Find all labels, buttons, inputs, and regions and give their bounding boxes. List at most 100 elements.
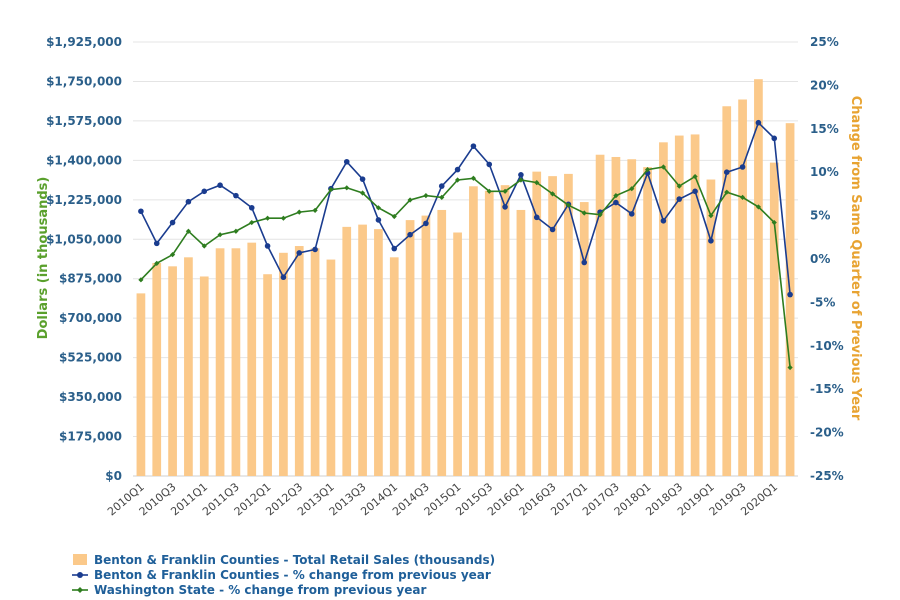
wa-change-point (328, 186, 334, 193)
left-tick-label: $875,000 (59, 272, 122, 286)
wa-change-point (613, 193, 619, 199)
legend-item-wa-change: Washington State - % change from previou… (72, 582, 495, 597)
retail-sales-bar (532, 171, 542, 477)
bf-change-point (438, 183, 445, 189)
retail-sales-bar (674, 135, 684, 476)
bf-change-point (628, 211, 635, 217)
right-tick-label: -20% (810, 426, 844, 440)
retail-sales-bar (722, 106, 732, 476)
wa-change-point (138, 277, 144, 283)
right-axis-title: Change from Same Quarter of Previous Yea… (848, 96, 863, 421)
wa-change-point (565, 202, 572, 208)
retail-sales-bar (231, 248, 241, 476)
bf-change-point (723, 169, 730, 175)
retail-sales-bar (548, 176, 557, 477)
bf-change-point (264, 243, 271, 249)
bf-change-point (486, 161, 493, 168)
bf-change-point (739, 164, 746, 170)
right-tick-label: -25% (810, 469, 844, 483)
retail-sales-bar (659, 142, 668, 476)
retail-sales-bar (279, 252, 288, 476)
right-axis-ticks: -25% -20% -15% -10% -5% 0% 5% 10% 15% 20% 25% (810, 35, 844, 483)
retail-sales-bar (643, 167, 652, 477)
bf-change-point (423, 220, 429, 227)
left-tick-label: $1,750,000 (46, 74, 122, 88)
wa-change-point (312, 207, 318, 213)
retail-sales-bar (421, 215, 431, 476)
left-tick-label: $1,400,000 (46, 153, 122, 167)
wa-change-point (597, 212, 603, 218)
wa-change-point (708, 213, 714, 219)
retail-sales-bar (437, 209, 447, 477)
wa-change-point (755, 204, 762, 210)
retail-sales-bar (627, 159, 637, 476)
bf-change-point (581, 259, 588, 266)
left-tick-label: $700,000 (59, 311, 122, 325)
bf-change-point (708, 237, 714, 244)
legend-label: Benton & Franklin Counties - % change fr… (94, 567, 491, 582)
right-tick-label: 10% (810, 165, 839, 179)
legend-line-swatch (72, 570, 88, 580)
bf-change-point (280, 274, 287, 281)
wa-change-point (676, 183, 682, 189)
bf-change-point (660, 218, 667, 224)
legend-bar-swatch (72, 554, 88, 565)
bf-change-point (169, 219, 176, 226)
wa-change-point (264, 215, 271, 221)
wa-change-point (233, 228, 239, 234)
retail-sales-bar (199, 276, 209, 476)
retail-sales-bar (405, 220, 415, 476)
wa-change-point (502, 188, 508, 194)
wa-change-point (375, 205, 382, 211)
left-tick-label: $1,575,000 (46, 114, 122, 128)
left-tick-label: $1,225,000 (46, 193, 122, 207)
legend-label: Washington State - % change from previou… (94, 582, 427, 597)
wa-change-point (280, 215, 287, 221)
retail-sales-bar (579, 202, 589, 476)
left-tick-label: $1,050,000 (46, 232, 122, 246)
retail-sales-bar (358, 224, 367, 476)
bf-change-point (771, 135, 778, 142)
bf-change-point (153, 240, 160, 247)
wa-change-point (534, 180, 540, 186)
bf-change-point (533, 214, 540, 221)
right-tick-label: 0% (810, 252, 830, 266)
left-tick-label: $525,000 (59, 351, 122, 365)
bf-change-point (359, 176, 366, 182)
wa-change-point (454, 177, 461, 183)
retail-sales-bar (294, 246, 304, 476)
bf-change-point (407, 231, 413, 238)
bf-change-point (755, 119, 762, 126)
bf-change-point (375, 217, 382, 223)
wa-change-point (217, 232, 223, 238)
wa-change-point (470, 175, 477, 181)
line-series (138, 119, 793, 371)
wa-change-point (154, 260, 160, 266)
wa-change-point (724, 189, 730, 195)
right-tick-label: -5% (810, 295, 835, 309)
wa-change-point (486, 188, 492, 194)
retail-sales-bar (738, 99, 747, 476)
retail-sales-bar (484, 190, 494, 477)
wa-change-point (739, 194, 746, 200)
wa-change-point (359, 190, 366, 196)
retail-sales-bar (342, 226, 352, 476)
bar-series (136, 79, 795, 477)
retail-sales-bar (690, 134, 700, 476)
wa-change-point (660, 164, 667, 170)
gridlines (133, 41, 798, 477)
wa-change-point (344, 185, 350, 191)
left-tick-label: $350,000 (59, 390, 122, 404)
bf-change-point (549, 226, 556, 233)
wa-change-point (169, 252, 176, 258)
wa-change-point (518, 177, 524, 183)
bf-change-point (454, 166, 461, 173)
wa-change-point (771, 219, 777, 226)
left-axis-ticks: $0 $175,000 $350,000 $525,000 $700,000 $875,0… (46, 35, 122, 483)
bf-change-point (343, 158, 350, 165)
retail-sales-bar (247, 242, 257, 476)
bf-change-point (613, 199, 619, 206)
retail-sales-bar (136, 293, 146, 476)
wa-change-point (185, 228, 192, 234)
